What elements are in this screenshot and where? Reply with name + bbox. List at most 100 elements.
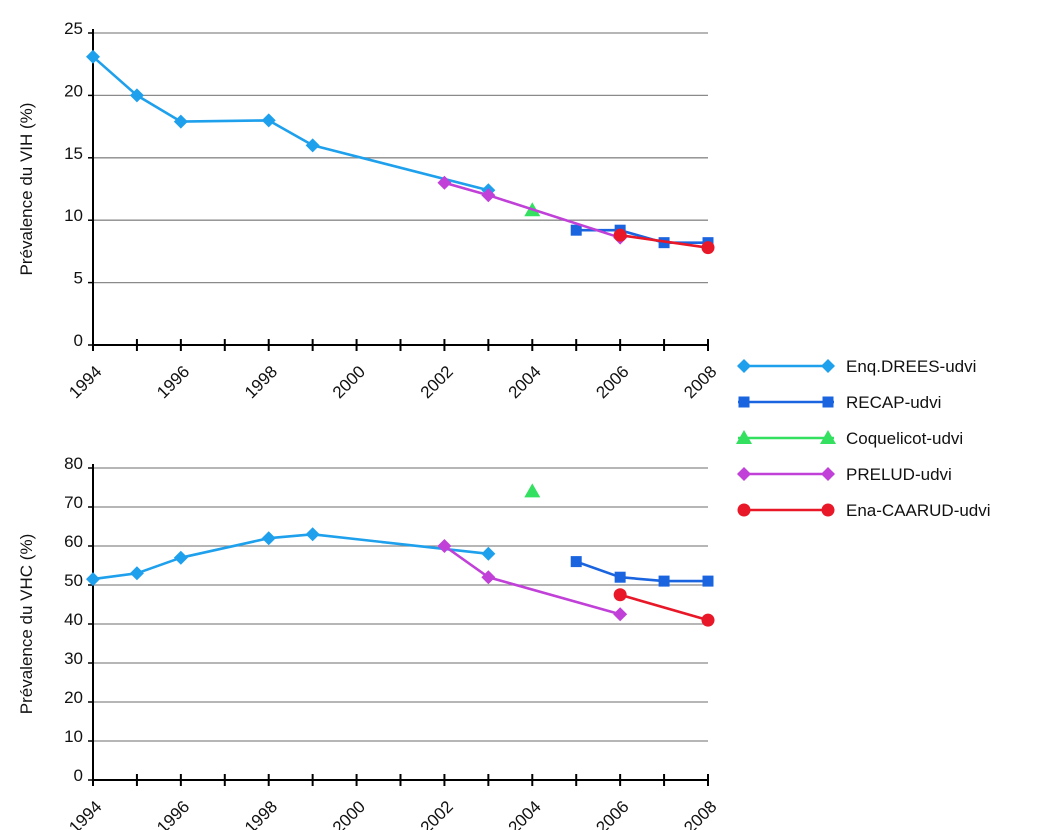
- series-prelud-udvi: [437, 175, 628, 245]
- legend-marker-end: [821, 467, 835, 481]
- y-tick-label-10: 10: [64, 206, 83, 225]
- x-tick-label-2008: 2008: [680, 797, 720, 830]
- x-tick-label-2004: 2004: [505, 362, 545, 402]
- x-tick-label-1996: 1996: [153, 362, 193, 402]
- series-line-enq-drees-udvi: [92, 533, 489, 581]
- series-line-ena-caarud-udvi: [619, 233, 709, 249]
- series-line-prelud-udvi: [443, 544, 621, 616]
- series-line-recap-udvi: [575, 560, 708, 583]
- data-point-enq-drees-udvi-1998: [261, 113, 276, 128]
- series-enq-drees-udvi: [86, 527, 496, 587]
- data-point-enq-drees-udvi-1999: [305, 138, 320, 153]
- x-tick-label-1998: 1998: [241, 797, 281, 830]
- x-tick-label-2006: 2006: [592, 362, 632, 402]
- y-tick-label-0: 0: [74, 331, 83, 350]
- legend-item-enq-drees-udvi: Enq.DREES-udvi: [737, 357, 976, 376]
- x-tick-label-2000: 2000: [329, 797, 369, 830]
- data-point-enq-drees-udvi-1994: [86, 49, 100, 64]
- data-point-prelud-udvi-2003: [481, 570, 496, 585]
- legend-marker-end: [820, 430, 836, 444]
- data-point-prelud-udvi-2003: [481, 188, 496, 203]
- data-point-recap-udvi-2008: [702, 575, 714, 587]
- x-tick-label-1998: 1998: [241, 362, 281, 402]
- data-point-enq-drees-udvi-1996: [173, 114, 188, 129]
- y-axis-title: Prévalence du VHC (%): [17, 534, 36, 714]
- y-tick-label-30: 30: [64, 649, 83, 668]
- legend-item-coquelicot-udvi: Coquelicot-udvi: [736, 429, 963, 448]
- x-tick-label-2006: 2006: [592, 797, 632, 830]
- legend-marker-start: [737, 467, 751, 481]
- legend-label: Ena-CAARUD-udvi: [846, 501, 991, 520]
- data-point-enq-drees-udvi-1999: [305, 527, 320, 542]
- y-tick-label-25: 25: [64, 19, 83, 38]
- y-tick-label-20: 20: [64, 688, 83, 707]
- legend-marker-end: [822, 396, 834, 408]
- y-tick-label-15: 15: [64, 144, 83, 163]
- legend-item-recap-udvi: RECAP-udvi: [738, 393, 941, 412]
- data-point-enq-drees-udvi-1995: [129, 566, 144, 581]
- x-tick-label-2008: 2008: [680, 362, 720, 402]
- series-line-ena-caarud-udvi: [619, 593, 709, 622]
- y-tick-label-60: 60: [64, 532, 83, 551]
- legend-marker-end: [821, 503, 835, 517]
- legend-marker-start: [737, 503, 751, 517]
- data-point-prelud-udvi-2006: [613, 607, 628, 622]
- legend-label: RECAP-udvi: [846, 393, 941, 412]
- data-point-recap-udvi-2006: [614, 571, 626, 583]
- series-prelud-udvi: [437, 539, 628, 622]
- series-enq-drees-udvi: [86, 49, 496, 198]
- chart-legend: Enq.DREES-udvi RECAP-udvi Coquelicot-udvi P…: [736, 357, 991, 520]
- legend-label: Coquelicot-udvi: [846, 429, 963, 448]
- data-point-enq-drees-udvi-2003: [481, 546, 496, 561]
- x-tick-label-2000: 2000: [329, 362, 369, 402]
- data-point-coquelicot-udvi-2004: [524, 483, 541, 498]
- series-ena-caarud-udvi: [613, 588, 715, 627]
- series-coquelicot-udvi: [524, 483, 541, 498]
- data-point-enq-drees-udvi-1996: [173, 550, 188, 565]
- y-tick-label-20: 20: [64, 81, 83, 100]
- x-tick-label-1994: 1994: [65, 362, 105, 402]
- legend-marker-start: [737, 359, 751, 373]
- x-tick-label-1996: 1996: [153, 797, 193, 830]
- data-point-recap-udvi-2005: [570, 556, 582, 568]
- hiv-prevalence-chart: 0 5 10 15 20 25 1994 1996 1998 2000 2002 2004 2006 20…: [17, 19, 720, 402]
- data-point-recap-udvi-2007: [658, 575, 670, 587]
- y-axis-title: Prévalence du VIH (%): [17, 103, 36, 276]
- y-tick-label-5: 5: [74, 269, 83, 288]
- x-tick-label-1994: 1994: [65, 797, 105, 830]
- data-point-enq-drees-udvi-1995: [129, 88, 144, 103]
- y-tick-label-10: 10: [64, 727, 83, 746]
- y-tick-label-0: 0: [74, 766, 83, 785]
- x-tick-label-2002: 2002: [417, 797, 457, 830]
- data-point-prelud-udvi-2002: [437, 539, 452, 553]
- x-tick-label-2004: 2004: [505, 797, 545, 830]
- y-tick-label-80: 80: [64, 454, 83, 473]
- data-point-ena-caarud-udvi-2006: [613, 228, 627, 242]
- hcv-prevalence-chart: 0 10 20 30 40 50 60 70 80 1994 1996 1998 2000 2002 200…: [17, 454, 720, 830]
- y-tick-label-50: 50: [64, 571, 83, 590]
- data-point-recap-udvi-2005: [570, 224, 582, 236]
- series-line-enq-drees-udvi: [92, 55, 489, 192]
- y-tick-label-70: 70: [64, 493, 83, 512]
- x-tick-label-2002: 2002: [417, 362, 457, 402]
- series-line-recap-udvi: [576, 228, 708, 244]
- series-ena-caarud-udvi: [613, 228, 715, 255]
- legend-item-ena-caarud-udvi: Ena-CAARUD-udvi: [737, 501, 991, 520]
- series-recap-udvi: [570, 556, 714, 587]
- y-tick-label-40: 40: [64, 610, 83, 629]
- legend-label: Enq.DREES-udvi: [846, 357, 976, 376]
- data-point-enq-drees-udvi-1998: [261, 531, 276, 546]
- legend-marker-start: [736, 430, 752, 444]
- legend-label: PRELUD-udvi: [846, 465, 952, 484]
- data-point-ena-caarud-udvi-2006: [613, 588, 627, 602]
- legend-marker-start: [738, 396, 750, 408]
- data-point-prelud-udvi-2002: [437, 175, 452, 190]
- series-line-prelud-udvi: [444, 181, 621, 239]
- data-point-ena-caarud-udvi-2008: [701, 241, 715, 255]
- legend-marker-end: [821, 359, 835, 373]
- legend-item-prelud-udvi: PRELUD-udvi: [737, 465, 952, 484]
- data-point-enq-drees-udvi-1994: [86, 572, 100, 587]
- data-point-ena-caarud-udvi-2008: [701, 613, 715, 627]
